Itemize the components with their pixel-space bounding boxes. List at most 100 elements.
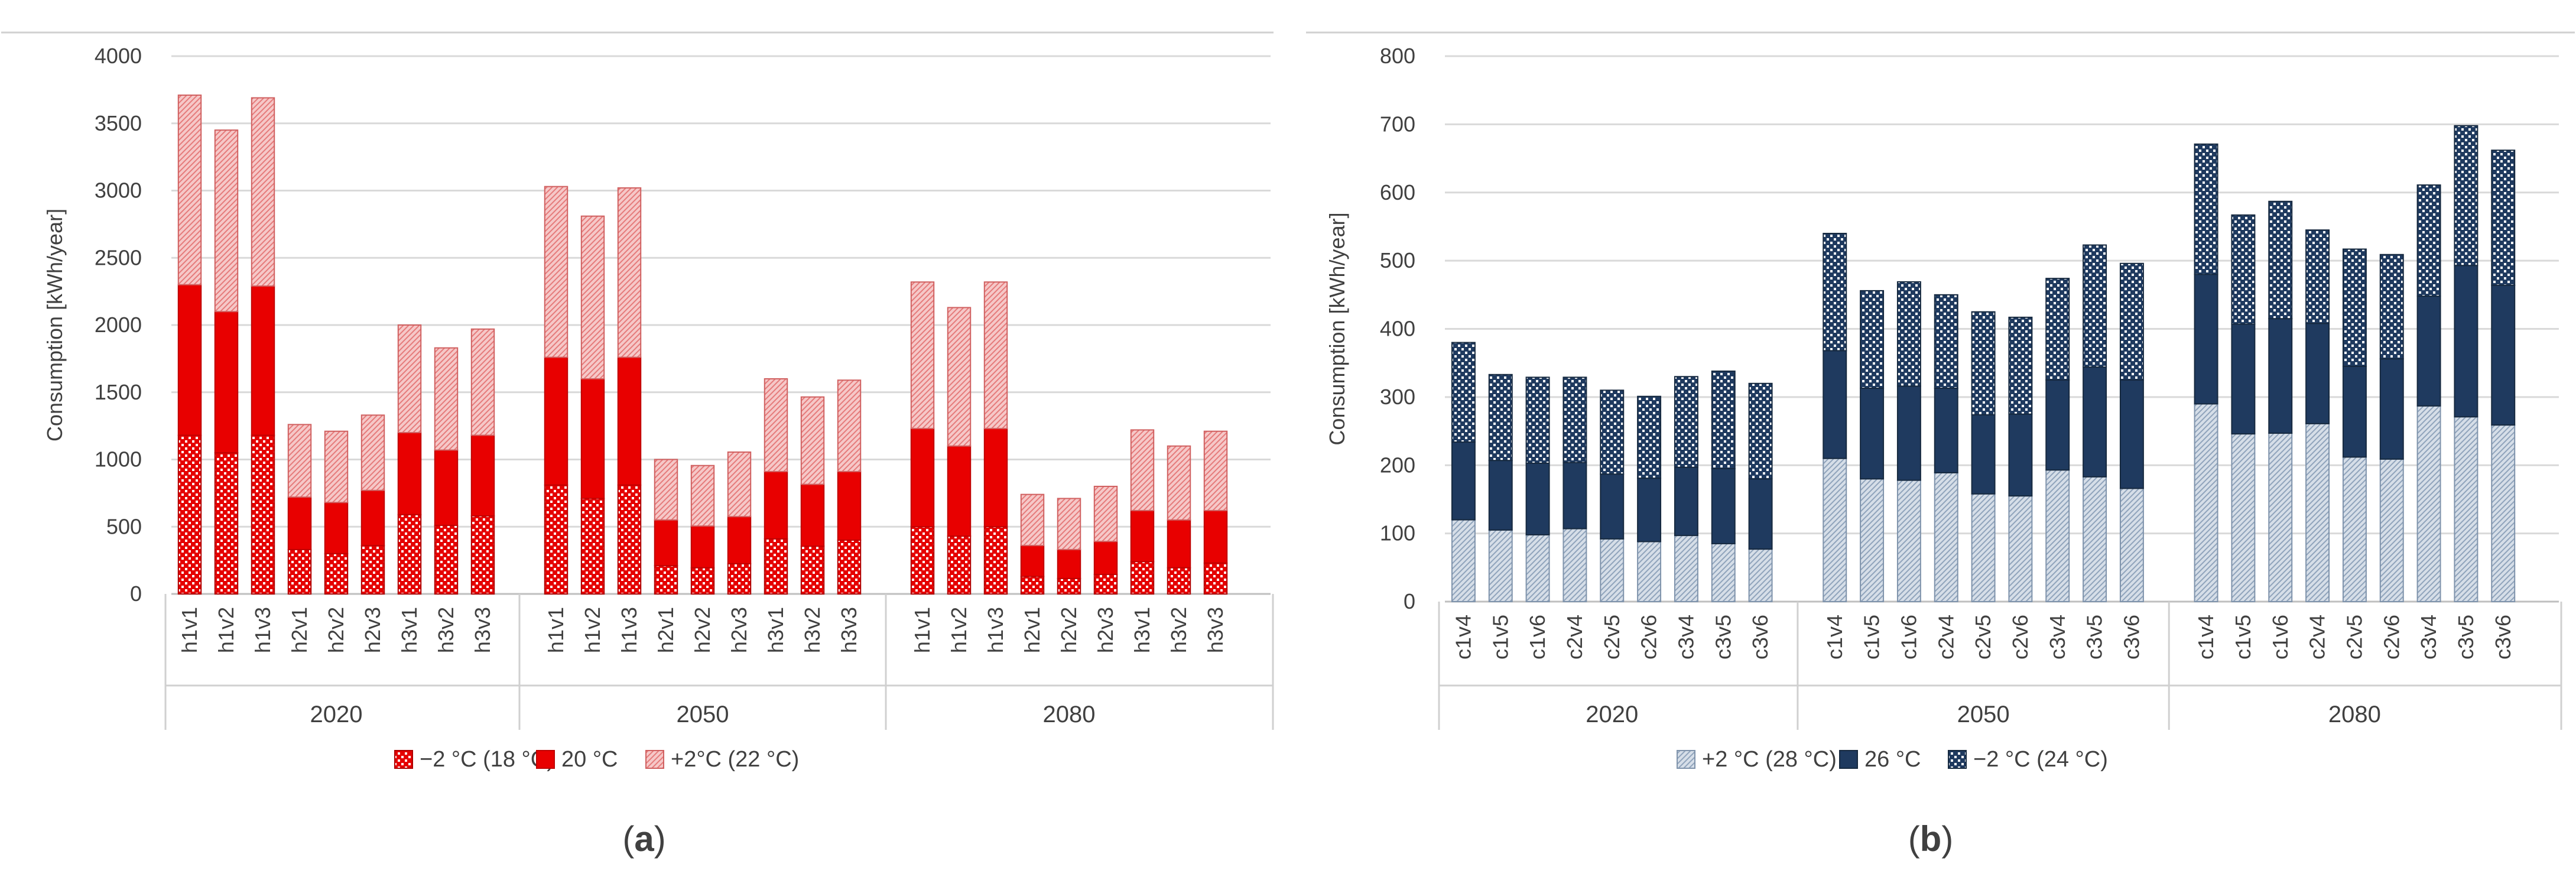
bar-segment bbox=[2119, 488, 2144, 602]
x-tick-label: h2v3 bbox=[360, 607, 385, 653]
bar-segment bbox=[690, 525, 715, 569]
x-tick-label: h1v3 bbox=[617, 607, 641, 653]
y-tick-label: 300 bbox=[1380, 385, 1415, 409]
bar-segment bbox=[2379, 254, 2404, 360]
bar-segment bbox=[580, 498, 605, 595]
bar-segment bbox=[1093, 574, 1118, 595]
bar-segment bbox=[2305, 323, 2330, 424]
bar-segment bbox=[324, 502, 349, 554]
bar-segment bbox=[1748, 478, 1773, 550]
y-tick-label: 100 bbox=[1380, 521, 1415, 545]
x-tick-label: h2v1 bbox=[1020, 607, 1044, 653]
bar-segment bbox=[2008, 413, 2033, 497]
bar-segment bbox=[434, 524, 459, 595]
bar-segment bbox=[1057, 548, 1081, 579]
bar-segment bbox=[214, 452, 239, 595]
x-tick-label: c1v6 bbox=[2268, 615, 2292, 660]
bar-segment bbox=[2194, 143, 2218, 275]
bar-segment bbox=[2416, 295, 2441, 407]
bar-segment bbox=[2305, 423, 2330, 603]
bar-segment bbox=[1860, 478, 1885, 603]
x-tick-label: h1v2 bbox=[214, 607, 238, 653]
bar-segment bbox=[800, 396, 825, 485]
x-tick-label: h2v3 bbox=[1093, 607, 1118, 653]
x-tick-label: c1v4 bbox=[2194, 615, 2218, 660]
x-tick-label: c1v5 bbox=[1488, 615, 1512, 660]
bar-segment bbox=[1860, 290, 1885, 389]
x-tick-label: h2v1 bbox=[287, 607, 311, 653]
bar-segment bbox=[1525, 462, 1550, 535]
bar-segment bbox=[1130, 509, 1155, 563]
bar-segment bbox=[2491, 284, 2516, 426]
bar-segment bbox=[251, 285, 275, 436]
bar-segment bbox=[800, 545, 825, 595]
x-tick-label: c2v5 bbox=[1600, 615, 1624, 660]
bar-segment bbox=[2083, 366, 2107, 478]
x-tick-label: h3v3 bbox=[1203, 607, 1227, 653]
bar-segment bbox=[1093, 541, 1118, 576]
bar-segment bbox=[2008, 316, 2033, 415]
bar-segment bbox=[2491, 150, 2516, 286]
x-tick-label: h3v3 bbox=[470, 607, 495, 653]
bar-segment bbox=[1971, 311, 1996, 415]
legend-label: +2 °C (28 °C) bbox=[1702, 747, 1837, 772]
bar-segment bbox=[2342, 365, 2367, 458]
legend-label: −2 °C (18 °C) bbox=[420, 747, 554, 772]
bar-segment bbox=[910, 281, 935, 430]
bar-segment bbox=[764, 378, 788, 472]
bar-segment bbox=[1203, 509, 1228, 564]
bar-segment bbox=[690, 567, 715, 595]
bar-segment bbox=[1896, 385, 1921, 481]
bar-segment bbox=[470, 515, 495, 595]
panel-label-a: (a) bbox=[622, 819, 665, 859]
x-tick-label: c1v4 bbox=[1823, 615, 1847, 660]
bar-segment bbox=[1020, 576, 1045, 595]
bar-segment bbox=[1971, 414, 1996, 495]
bar-segment bbox=[910, 526, 935, 595]
x-tick-label: h1v1 bbox=[910, 607, 934, 653]
bar-segment bbox=[1823, 232, 1847, 352]
bar-segment bbox=[397, 432, 422, 515]
bar-segment bbox=[1167, 567, 1191, 595]
bar-segment bbox=[544, 484, 569, 595]
bar-segment bbox=[1711, 543, 1736, 603]
bar-segment bbox=[727, 516, 752, 564]
x-tick-label: h1v2 bbox=[947, 607, 971, 653]
x-tick-label: h1v1 bbox=[544, 607, 568, 653]
bar-segment bbox=[2416, 184, 2441, 297]
bar-segment bbox=[214, 311, 239, 454]
bar-segment bbox=[1674, 376, 1698, 468]
bar-segment bbox=[2119, 379, 2144, 489]
bar-segment bbox=[2045, 379, 2070, 471]
x-tick-label: c3v5 bbox=[1711, 615, 1735, 660]
bar-segment bbox=[727, 563, 752, 595]
bar-segment bbox=[837, 540, 862, 595]
x-tick-label: h3v1 bbox=[1130, 607, 1154, 653]
legend-swatch bbox=[1677, 750, 1695, 769]
x-tick-label: c1v5 bbox=[2231, 615, 2255, 660]
legend-label: +2°C (22 °C) bbox=[671, 747, 799, 772]
y-tick-label: 200 bbox=[1380, 453, 1415, 477]
bar-segment bbox=[251, 97, 275, 287]
x-tick-label: c3v5 bbox=[2454, 615, 2478, 660]
bar-segment bbox=[2454, 265, 2478, 418]
bar-segment bbox=[1823, 457, 1847, 603]
bar-segment bbox=[654, 519, 678, 567]
bar-segment bbox=[1600, 538, 1625, 602]
x-tick-label: h2v1 bbox=[654, 607, 678, 653]
bar-segment bbox=[837, 470, 862, 541]
bar-segment bbox=[397, 324, 422, 433]
x-tick-label: c2v4 bbox=[2305, 615, 2330, 660]
legend-swatch bbox=[394, 750, 413, 769]
bar-segment bbox=[1637, 395, 1662, 479]
bar-segment bbox=[1600, 473, 1625, 540]
bar-segment bbox=[2491, 424, 2516, 603]
bar-segment bbox=[360, 545, 385, 595]
bar-segment bbox=[2194, 403, 2218, 602]
bar-segment bbox=[654, 565, 678, 595]
x-tick-label: h3v2 bbox=[434, 607, 458, 653]
x-tick-label: c3v4 bbox=[1674, 615, 1698, 660]
y-tick-label: 3500 bbox=[95, 111, 142, 135]
legend-swatch bbox=[536, 750, 555, 769]
bar-segment bbox=[580, 215, 605, 379]
